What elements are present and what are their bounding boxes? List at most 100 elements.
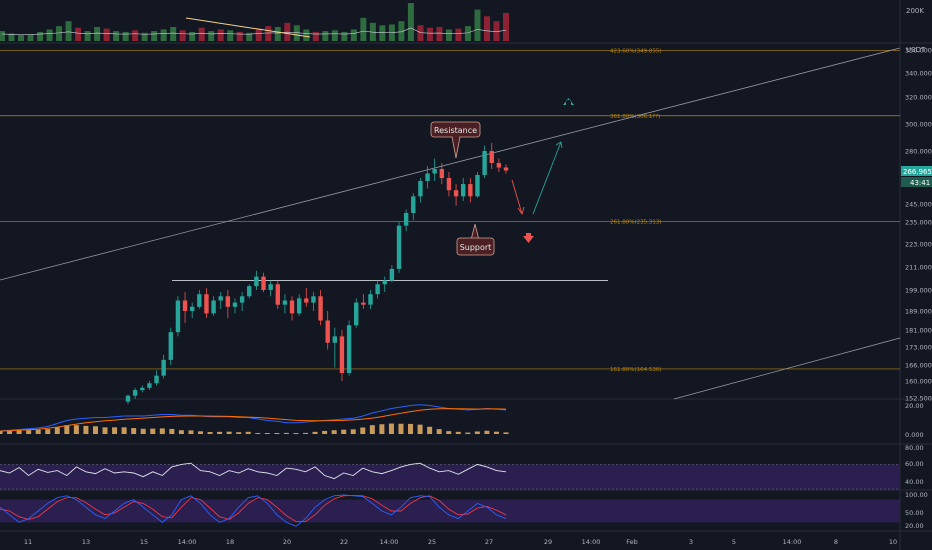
candle-body — [261, 276, 266, 290]
fib-level-label: 161.80%(164.530) — [610, 367, 662, 373]
macd-line — [0, 404, 507, 432]
support-label: Support — [460, 243, 492, 252]
trendlines[interactable] — [0, 47, 901, 400]
price-tick-label: 173.000 — [905, 344, 932, 352]
volume-pane — [0, 3, 509, 41]
rsi-band — [0, 464, 900, 489]
candle-body — [339, 336, 345, 373]
macd-histogram-bar — [312, 431, 318, 434]
volume-bar — [27, 34, 34, 41]
volume-bar — [84, 31, 91, 41]
macd-histogram-bar — [54, 426, 60, 434]
stochastic-d-line — [0, 494, 507, 523]
rsi-line — [0, 462, 507, 480]
volume-bar — [122, 31, 129, 41]
candle-body — [318, 296, 323, 321]
candle-body — [354, 302, 359, 326]
volume-bar — [303, 29, 310, 41]
volume-bar — [65, 21, 72, 41]
volume-bar — [151, 31, 158, 41]
candle-body — [232, 302, 238, 307]
macd-histogram-bar — [217, 431, 223, 434]
up-projection-head — [555, 141, 563, 149]
time-tick-label: 15 — [140, 538, 148, 546]
price-tick-label: 245.000 — [905, 201, 932, 209]
time-tick-label: Feb — [626, 538, 638, 546]
macd-histogram-bar — [226, 431, 232, 434]
up-arrow-icon — [563, 98, 574, 105]
macd-histogram-bar — [455, 431, 461, 434]
rsi-tick-label: 40.00 — [905, 478, 924, 486]
upper-trendline — [0, 47, 901, 281]
candle-body — [268, 284, 273, 290]
candle-body — [461, 184, 466, 197]
resistance-label: Resistance — [434, 126, 477, 135]
volume-bar — [18, 35, 25, 41]
volume-bar — [445, 29, 452, 41]
volume-bar — [436, 26, 443, 41]
volume-bar — [56, 26, 63, 41]
rsi-tick-label: 60.00 — [905, 460, 924, 468]
price-tick-label: 199.000 — [905, 287, 932, 295]
candle-body — [140, 387, 145, 391]
macd-histogram-bar — [245, 431, 251, 434]
macd-histogram-bar — [64, 425, 70, 434]
current-price-badge: 266.965 — [901, 166, 932, 176]
time-tick-label: 8 — [834, 538, 838, 546]
macd-histogram-bar — [112, 427, 118, 434]
stochastic-tick-label: 100.00 — [905, 491, 928, 499]
candle-body — [125, 395, 131, 402]
volume-bar — [37, 31, 44, 41]
volume-bar — [94, 26, 101, 41]
time-tick-label: 10 — [889, 538, 897, 546]
time-tick-label: 14:00 — [178, 538, 197, 546]
down-projection-line — [511, 179, 523, 215]
volume-bar — [255, 28, 262, 41]
candle-body — [403, 213, 409, 226]
down-arrow-icon — [523, 233, 534, 243]
volume-bar — [189, 31, 196, 41]
macd-histogram-bar — [360, 427, 366, 434]
macd-tick-label: 20.00 — [905, 402, 924, 410]
volume-bar — [236, 31, 243, 41]
currency-label: USDT — [906, 46, 926, 54]
up-projection-line — [532, 141, 562, 215]
resistance-callout[interactable]: Resistance — [430, 121, 481, 159]
fibonacci-levels: 423.60%(349.855) 361.80%(306.1??) 261.80%(… — [0, 48, 900, 373]
macd-histogram-bar — [350, 429, 356, 434]
rsi-pane: 80.00 60.00 40.00 — [0, 444, 924, 490]
countdown-value: 43:41 — [910, 179, 930, 187]
time-tick-label: 25 — [428, 538, 436, 546]
volume-bar — [227, 30, 234, 41]
time-tick-label: 14:00 — [380, 538, 399, 546]
macd-histogram-bar — [474, 431, 480, 434]
candle-body — [275, 284, 280, 305]
macd-histogram-bar — [207, 432, 213, 434]
volume-bar — [274, 26, 281, 41]
volume-bar — [46, 29, 53, 41]
candle-body — [311, 296, 316, 303]
support-callout[interactable]: Support — [456, 223, 495, 256]
macd-histogram-bar — [465, 432, 471, 434]
time-tick-label: 20 — [283, 538, 291, 546]
candle-body — [375, 284, 380, 295]
volume-bar — [331, 30, 338, 41]
macd-histogram-bar — [35, 429, 41, 434]
macd-histogram-bar — [131, 428, 137, 434]
volume-bar — [75, 27, 82, 41]
price-tick-label: 223.000 — [905, 241, 932, 249]
candle-body — [239, 296, 245, 303]
stochastic-tick-label: 50.00 — [905, 509, 924, 517]
candle-body — [496, 163, 502, 168]
volume-bar — [407, 3, 414, 41]
stochastic-tick-label: 20.00 — [905, 522, 924, 530]
macd-histogram-bar — [7, 430, 13, 434]
candle-body — [247, 286, 252, 297]
candle-body — [411, 196, 416, 213]
volume-bar — [503, 12, 509, 41]
volume-bar — [483, 16, 490, 41]
macd-histogram-bar — [274, 433, 280, 434]
lower-trendline — [673, 337, 901, 400]
candle-body — [475, 175, 480, 197]
